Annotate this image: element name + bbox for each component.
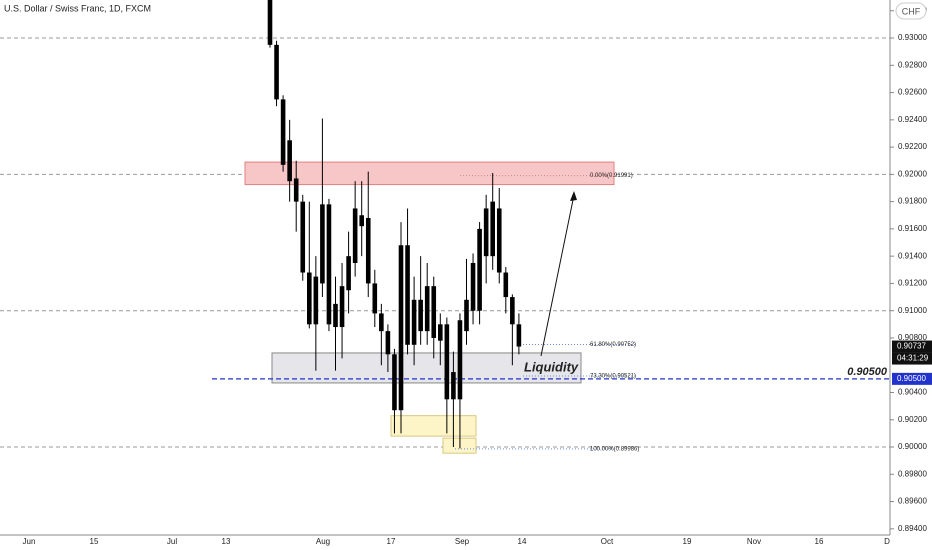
zone [390, 415, 477, 437]
candle-body [385, 331, 391, 355]
candle-body [359, 215, 364, 227]
x-tick-label: 17 [387, 537, 396, 546]
x-tick-label: 14 [518, 537, 527, 546]
y-tick-label: 0.89400 [898, 524, 927, 533]
last-price-label: 0.90737 [897, 342, 926, 351]
currency-button-label: CHF [902, 6, 921, 16]
candle-body [333, 303, 338, 328]
countdown-label: 04:31:29 [897, 354, 929, 363]
candle-body [287, 140, 292, 182]
x-tick-label: 19 [683, 537, 692, 546]
x-tick-label: D [884, 537, 890, 546]
level-tag-label: 0.90500 [897, 374, 926, 383]
fib-label: 73.30%(0.90521) [590, 374, 636, 380]
arrow-line [540, 194, 575, 357]
x-tick-label: Nov [747, 537, 761, 546]
candle-body [379, 313, 384, 332]
candle-body [405, 245, 410, 345]
y-tick-label: 0.92400 [898, 115, 927, 124]
candle-body [516, 324, 522, 347]
fib-label: 61.80%(0.90752) [590, 342, 636, 348]
y-tick-label: 0.90800 [898, 333, 927, 342]
candle-body [372, 283, 378, 314]
zone [244, 161, 615, 186]
candle-body [483, 208, 489, 257]
currency-button[interactable] [895, 2, 927, 20]
countdown-tag [892, 352, 932, 365]
candle-body [464, 299, 469, 332]
zone [271, 352, 582, 384]
fib-label: 0.00%(0.91991) [590, 173, 633, 179]
arrow-head [570, 191, 577, 201]
y-tick-label: 0.90200 [898, 415, 927, 424]
candle-body [352, 208, 358, 263]
candle-body [326, 204, 332, 325]
candle-body [424, 286, 430, 332]
x-tick-label: Jun [23, 537, 36, 546]
last-price-tag [892, 340, 932, 353]
y-tick-label: 0.89800 [898, 469, 927, 478]
level-label: 0.90500 [847, 366, 888, 378]
y-tick-label: 0.91800 [898, 197, 927, 206]
candle-body [365, 217, 371, 284]
candle-body [300, 201, 306, 273]
y-tick-label: 0.92000 [898, 169, 927, 178]
candle-body [346, 256, 351, 291]
candle-body [411, 299, 417, 345]
candle-body [320, 204, 325, 284]
y-tick-label: 0.92200 [898, 142, 927, 151]
candle-body [280, 99, 286, 165]
candle-body [496, 208, 502, 273]
x-tick-label: 13 [222, 537, 231, 546]
candle-body [267, 0, 273, 45]
annotation: Liquidity [524, 359, 579, 374]
candle-body [431, 286, 437, 338]
y-tick-label: 0.92800 [898, 60, 927, 69]
candle-body [444, 324, 450, 400]
candle-body [339, 286, 345, 328]
y-tick-label: 0.90000 [898, 442, 927, 451]
level-tag [892, 372, 932, 385]
y-tick-label: 0.91600 [898, 224, 927, 233]
candle-body [307, 272, 312, 325]
candle-body [313, 276, 319, 325]
candle-body [457, 320, 463, 400]
candle-body [510, 297, 515, 325]
x-tick-label: Sep [455, 537, 470, 546]
candle-body [392, 354, 397, 411]
candle-body [451, 372, 456, 400]
fib-label: 100.00%(0.89986) [590, 447, 639, 453]
y-tick-label: 0.89600 [898, 497, 927, 506]
y-tick-label: 0.91400 [898, 251, 927, 260]
candle-body [418, 299, 423, 332]
y-tick-label: 0.92600 [898, 88, 927, 97]
candle-body [490, 201, 495, 257]
candle-body [470, 262, 476, 311]
candle-body [503, 272, 509, 298]
y-tick-label: 0.91000 [898, 306, 927, 315]
x-tick-label: Oct [601, 537, 614, 546]
y-tick-label: 0.90400 [898, 388, 927, 397]
candle-body [398, 245, 404, 411]
candle-body [477, 228, 482, 311]
y-tick-label: 0.93000 [898, 33, 927, 42]
candle-body [438, 324, 443, 341]
x-tick-label: 16 [815, 537, 824, 546]
candle-body [293, 178, 299, 202]
x-tick-label: Aug [316, 537, 330, 546]
y-tick-label: 0.91200 [898, 279, 927, 288]
x-tick-label: Jul [167, 537, 177, 546]
candle-body [274, 44, 279, 100]
chart-title: U.S. Dollar / Swiss Franc, 1D, FXCM [4, 3, 151, 13]
x-tick-label: 15 [90, 537, 99, 546]
